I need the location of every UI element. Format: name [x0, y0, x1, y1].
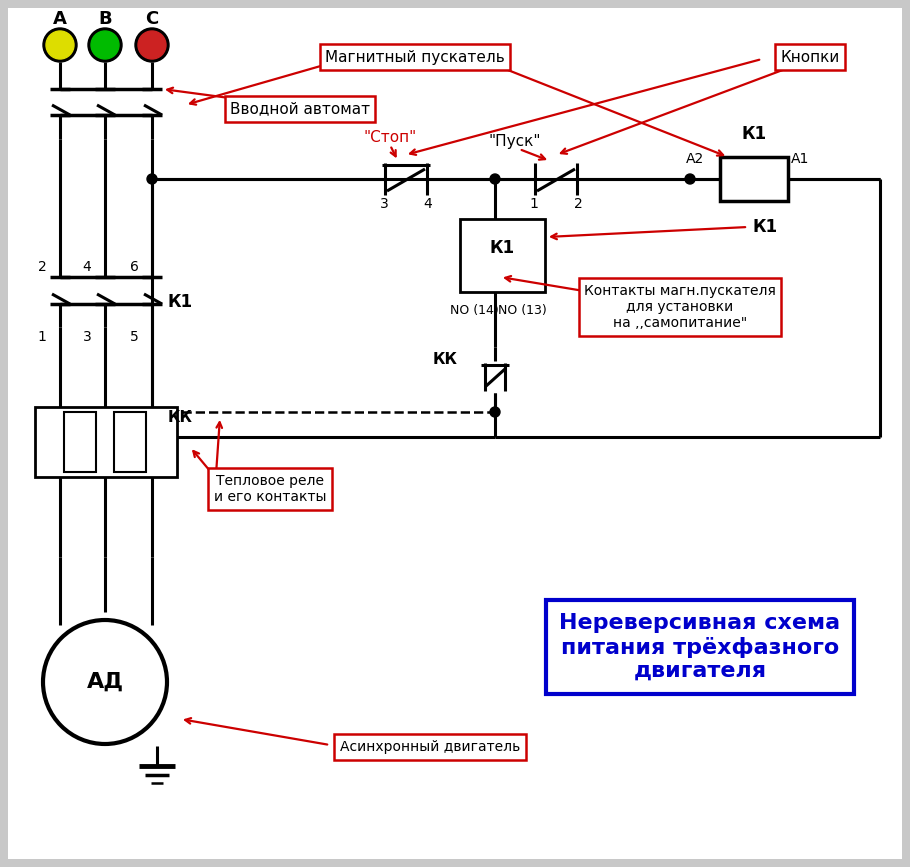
- Text: 3: 3: [83, 330, 91, 344]
- Circle shape: [135, 28, 169, 62]
- Circle shape: [43, 620, 167, 744]
- Text: АД: АД: [86, 672, 124, 692]
- Text: К1: К1: [167, 293, 193, 311]
- Text: "Стоп": "Стоп": [363, 129, 417, 145]
- Bar: [35, 407, 177, 477]
- Text: 5: 5: [129, 330, 138, 344]
- Text: К1: К1: [490, 238, 515, 257]
- Circle shape: [43, 28, 77, 62]
- Bar: [460, 219, 545, 292]
- Text: NO (13): NO (13): [498, 303, 546, 316]
- Circle shape: [490, 174, 500, 184]
- Text: Вводной автомат: Вводной автомат: [230, 101, 370, 116]
- Text: 2: 2: [573, 197, 582, 211]
- Circle shape: [138, 31, 166, 59]
- Text: Кнопки: Кнопки: [781, 49, 840, 64]
- Text: 4: 4: [424, 197, 432, 211]
- Text: NO (14): NO (14): [450, 303, 499, 316]
- Circle shape: [88, 28, 122, 62]
- Circle shape: [147, 174, 157, 184]
- Text: КК: КК: [167, 409, 193, 425]
- Text: 2: 2: [37, 260, 46, 274]
- Text: КК: КК: [432, 351, 458, 367]
- Text: С: С: [146, 10, 158, 28]
- Text: В: В: [98, 10, 112, 28]
- Text: 1: 1: [37, 330, 46, 344]
- Circle shape: [46, 31, 74, 59]
- Text: 1: 1: [530, 197, 539, 211]
- Bar: [720, 157, 788, 201]
- Text: 3: 3: [379, 197, 389, 211]
- Circle shape: [685, 174, 695, 184]
- Text: Нереверсивная схема
питания трёхфазного
двигателя: Нереверсивная схема питания трёхфазного …: [560, 613, 841, 681]
- Circle shape: [91, 31, 119, 59]
- Text: К1: К1: [742, 125, 766, 143]
- Bar: [114, 412, 146, 472]
- Bar: [64, 412, 96, 472]
- Text: 4: 4: [83, 260, 91, 274]
- Text: А1: А1: [791, 152, 809, 166]
- Text: А2: А2: [686, 152, 704, 166]
- Text: К1: К1: [753, 218, 777, 236]
- Text: "Пуск": "Пуск": [489, 134, 541, 148]
- Text: Тепловое реле
и его контакты: Тепловое реле и его контакты: [214, 474, 327, 504]
- Text: Магнитный пускатель: Магнитный пускатель: [325, 49, 505, 64]
- Text: Контакты магн.пускателя
для установки
на ,,самопитание": Контакты магн.пускателя для установки на…: [584, 284, 776, 330]
- Circle shape: [490, 407, 500, 417]
- Text: Асинхронный двигатель: Асинхронный двигатель: [339, 740, 521, 754]
- Text: А: А: [53, 10, 67, 28]
- Text: 6: 6: [129, 260, 138, 274]
